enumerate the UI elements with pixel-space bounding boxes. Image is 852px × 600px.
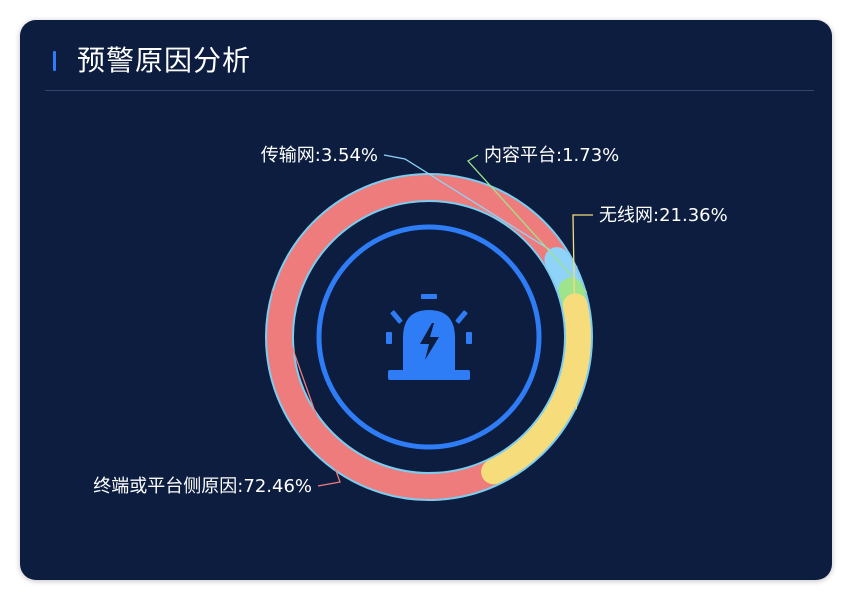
leader-line — [466, 154, 588, 293]
slice-label: 无线网:21.36% — [599, 205, 728, 226]
panel-title: 预警原因分析 — [77, 44, 252, 77]
donut-slice[interactable] — [267, 175, 568, 499]
leader-line — [383, 154, 578, 268]
chart-panel: 预警原因分析 终端或平台侧原因:72.46% 传输网:3.54% 内容平台:1.73… — [20, 20, 832, 580]
slice-label: 传输网:3.54% — [261, 145, 378, 166]
slice-label: 终端或平台侧原因:72.46% — [93, 476, 312, 497]
title-accent-bar — [53, 51, 56, 71]
inner-circle — [316, 224, 542, 450]
slice-label: 内容平台:1.73% — [484, 145, 619, 166]
leader-line — [572, 214, 593, 410]
leader-line — [271, 289, 341, 487]
donut-slice[interactable] — [481, 293, 591, 485]
alarm-light-icon — [386, 294, 472, 380]
donut-chart: 终端或平台侧原因:72.46% 传输网:3.54% 内容平台:1.73% 无线网:21… — [93, 145, 728, 501]
panel-header: 预警原因分析 — [45, 42, 814, 91]
